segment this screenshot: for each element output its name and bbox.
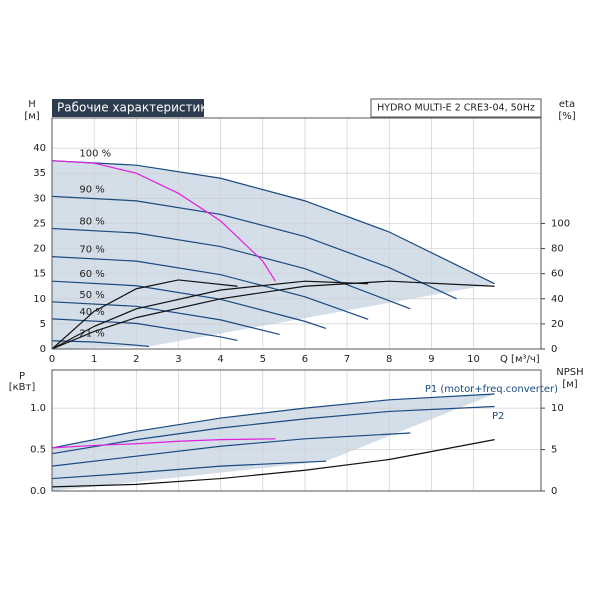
y2-tick-label: 60 [551, 269, 564, 280]
operating-area [52, 160, 495, 349]
y2-tick-label: 0 [551, 344, 557, 355]
y-tick-label: 30 [33, 193, 46, 204]
curve-label: 80 % [79, 216, 104, 227]
x-tick-label: 3 [175, 354, 181, 365]
curve [51, 438, 276, 449]
y-tick-label: 0 [40, 344, 46, 355]
y2-axis-label: NPSH [556, 367, 583, 378]
curve [51, 160, 276, 282]
series-label: P1 (motor+freq.converter) [425, 384, 558, 395]
y-tick-label: 0.5 [30, 445, 46, 456]
y2-tick-label: 20 [551, 319, 564, 330]
curve-label: 21 % [79, 329, 104, 340]
x-tick-label: 2 [133, 354, 139, 365]
y-tick-label: 10 [33, 294, 46, 305]
operating-area [52, 394, 495, 491]
y-tick-label: 1.0 [30, 403, 46, 414]
y-axis-unit: [кВт] [9, 382, 36, 393]
curve [51, 280, 495, 350]
y2-tick-label: 5 [551, 445, 557, 456]
x-tick-label: 8 [386, 354, 392, 365]
curve [51, 195, 457, 300]
y2-tick-label: 0 [551, 486, 557, 497]
x-axis-label: Q [м³/ч] [500, 354, 540, 365]
y2-axis-label: eta [559, 99, 575, 110]
y2-tick-label: 80 [551, 244, 564, 255]
curve [51, 439, 495, 488]
chart-subtitle: HYDRO MULTI-E 2 CRE3-04, 50Hz [377, 103, 535, 114]
plot-frame [51, 117, 542, 350]
y-axis-unit: [м] [24, 111, 39, 122]
curve [51, 340, 150, 348]
y-tick-label: 20 [33, 244, 46, 255]
curve [51, 280, 369, 350]
curve [51, 160, 495, 285]
x-tick-label: 0 [49, 354, 55, 365]
curve-label: 50 % [79, 290, 104, 301]
subtitle-box [370, 98, 542, 118]
x-tick-label: 6 [302, 354, 308, 365]
curve [51, 256, 369, 320]
x-tick-label: 1 [91, 354, 97, 365]
y-tick-label: 0.0 [30, 486, 46, 497]
curve [51, 460, 327, 480]
curve-label: 60 % [79, 269, 104, 280]
y2-tick-label: 40 [551, 294, 564, 305]
y-tick-label: 25 [33, 218, 46, 229]
y2-tick-label: 100 [551, 218, 570, 229]
x-tick-label: 7 [344, 354, 350, 365]
curve-label: 40 % [79, 307, 104, 318]
y-axis-label: H [28, 99, 36, 110]
y2-axis-unit: [м] [562, 379, 577, 390]
curve [51, 279, 238, 350]
x-tick-label: 5 [260, 354, 266, 365]
curve-label: 100 % [79, 149, 111, 160]
y-tick-label: 35 [33, 168, 46, 179]
y-tick-label: 5 [40, 319, 46, 330]
plot-frame [51, 369, 542, 492]
series-label: P2 [492, 411, 504, 422]
curve [51, 318, 238, 342]
y-tick-label: 40 [33, 143, 46, 154]
curve [51, 393, 495, 449]
y2-tick-label: 10 [551, 403, 564, 414]
x-tick-label: 4 [217, 354, 223, 365]
y-axis-label: P [19, 371, 25, 382]
curve [51, 301, 280, 336]
x-tick-label: 9 [428, 354, 434, 365]
x-tick-label: 10 [467, 354, 480, 365]
curve [51, 432, 411, 467]
y2-axis-unit: [%] [558, 111, 575, 122]
curve-label: 70 % [79, 245, 104, 256]
title-box [52, 99, 204, 117]
chart-title: Рабочие характеристики [57, 101, 215, 115]
y-tick-label: 15 [33, 269, 46, 280]
curve-label: 90 % [79, 184, 104, 195]
curve [51, 405, 495, 455]
